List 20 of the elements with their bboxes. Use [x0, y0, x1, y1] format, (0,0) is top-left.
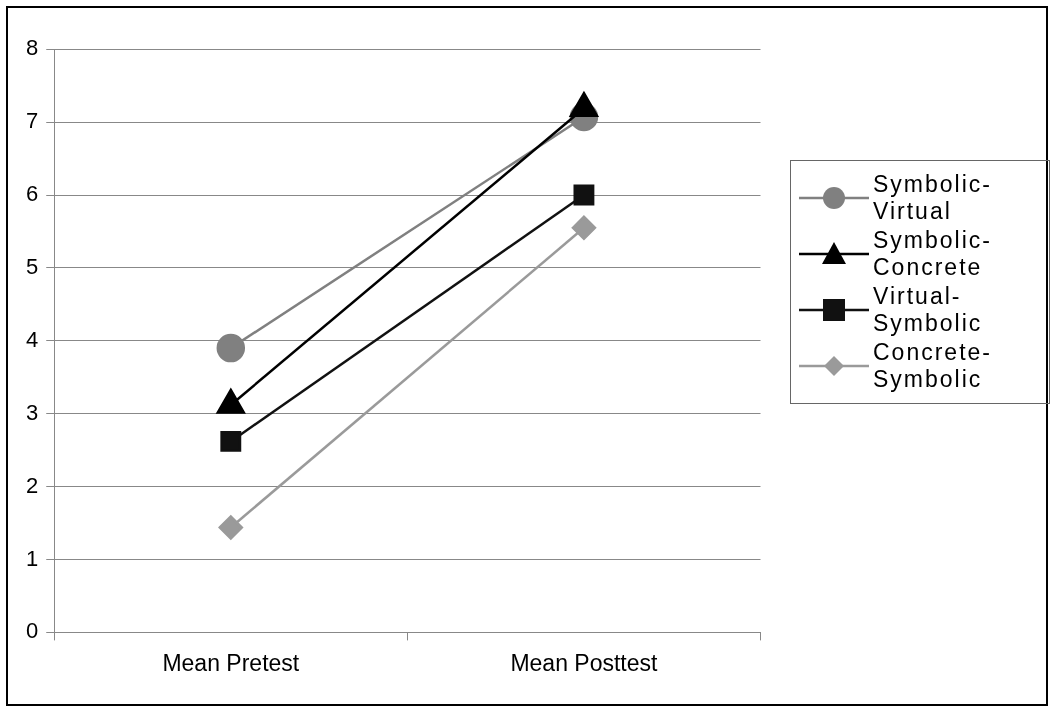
- point: [216, 333, 246, 363]
- legend-label: Virtual-Symbolic: [873, 283, 984, 337]
- y-tick-label: 0: [25, 618, 39, 644]
- y-tick-label: 2: [25, 472, 39, 498]
- x-tick-label: Mean Pretest: [162, 649, 300, 676]
- legend-label: Concrete-Symbolic: [873, 339, 993, 393]
- y-tick-label: 8: [25, 35, 39, 61]
- legend-label: Symbolic-Concrete: [873, 227, 993, 281]
- point: [571, 215, 597, 241]
- point: [218, 515, 244, 540]
- point: [573, 184, 595, 206]
- legend-label: Symbolic-Virtual: [873, 171, 993, 225]
- y-tick-label: 1: [25, 545, 39, 571]
- point: [220, 430, 242, 452]
- y-tick-label: 4: [25, 326, 39, 352]
- x-tick-label: Mean Posttest: [510, 649, 659, 676]
- y-tick-label: 3: [25, 399, 39, 425]
- y-tick-label: 7: [25, 108, 39, 134]
- y-tick-label: 6: [25, 181, 39, 207]
- y-tick-label: 5: [25, 253, 39, 279]
